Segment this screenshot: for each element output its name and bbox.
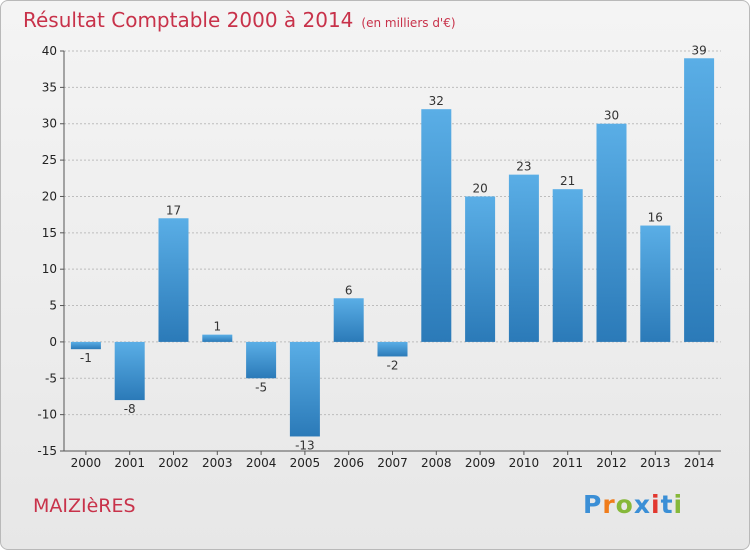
value-label-2000: -1 <box>80 351 92 365</box>
y-tick-label: 25 <box>42 153 57 167</box>
y-tick-label: 35 <box>42 80 57 94</box>
bar-2007 <box>377 341 408 357</box>
value-label-2006: 6 <box>345 283 353 297</box>
y-tick-label: -15 <box>37 444 57 458</box>
y-tick-label: 0 <box>49 335 57 349</box>
x-tick-label: 2013 <box>640 456 671 470</box>
value-label-2004: -5 <box>255 380 267 394</box>
bar-2005 <box>289 341 320 437</box>
value-label-2005: -13 <box>295 438 315 452</box>
logo-letter: P <box>583 490 603 519</box>
logo-letter: i <box>651 490 661 519</box>
y-tick-label: 15 <box>42 226 57 240</box>
bar-2003 <box>202 334 233 342</box>
value-label-2003: 1 <box>213 320 221 334</box>
logo-letter: r <box>602 490 616 519</box>
value-labels: -1 -8 17 1 -5 -13 6 -2 32 20 23 21 30 16 39 <box>80 43 707 452</box>
x-tick-label: 2004 <box>246 456 277 470</box>
logo-letter: o <box>615 490 634 519</box>
bar-2006 <box>333 298 364 342</box>
x-tick-labels: 2000 2001 2002 2003 2004 2005 2006 2007 2008 2009… <box>71 456 715 470</box>
logo-letter: t <box>660 490 674 519</box>
x-tick-label: 2014 <box>684 456 715 470</box>
y-tick-label: 5 <box>49 299 57 313</box>
x-tick-label: 2005 <box>290 456 321 470</box>
x-tick-label: 2003 <box>202 456 233 470</box>
bar-2012 <box>596 123 627 342</box>
y-tick-label: -5 <box>45 371 57 385</box>
chart-subtitle: (en milliers d'€) <box>361 16 456 30</box>
x-tick-label: 2002 <box>158 456 189 470</box>
value-label-2009: 20 <box>472 181 487 195</box>
y-tick-label: 20 <box>42 189 57 203</box>
bar-2008 <box>421 109 452 342</box>
x-tick-label: 2001 <box>114 456 145 470</box>
x-tick-label: 2006 <box>333 456 364 470</box>
x-tick-label: 2007 <box>377 456 408 470</box>
bars <box>70 58 715 437</box>
x-tick-label: 2009 <box>465 456 496 470</box>
value-label-2007: -2 <box>387 358 399 372</box>
bar-2000 <box>70 341 101 350</box>
y-tick-labels: -15 -10 -5 0 5 10 15 20 25 30 35 40 <box>37 44 57 458</box>
bar-2002 <box>158 218 189 342</box>
chart-title: Résultat Comptable 2000 à 2014 <box>23 8 354 32</box>
x-tick-label: 2000 <box>71 456 102 470</box>
value-label-2001: -8 <box>124 402 136 416</box>
value-label-2014: 39 <box>691 43 706 57</box>
chart-title-block: Résultat Comptable 2000 à 2014 (en millie… <box>23 8 456 32</box>
bar-2014 <box>684 58 715 342</box>
commune-name: MAIZIèRES <box>33 495 136 517</box>
value-label-2011: 21 <box>560 174 575 188</box>
x-tick-label: 2011 <box>552 456 583 470</box>
bar-2009 <box>465 196 496 342</box>
bar-2010 <box>508 174 539 342</box>
proxiti-logo: Proxiti <box>583 490 683 519</box>
value-label-2008: 32 <box>429 94 444 108</box>
value-label-2012: 30 <box>604 109 619 123</box>
value-label-2002: 17 <box>166 203 181 217</box>
x-tick-label: 2010 <box>509 456 540 470</box>
value-label-2010: 23 <box>516 160 531 174</box>
y-tick-label: 30 <box>42 117 57 131</box>
bar-2004 <box>246 341 277 379</box>
bar-2001 <box>114 341 145 401</box>
y-tick-label: -10 <box>37 408 57 422</box>
value-label-2013: 16 <box>648 211 663 225</box>
x-tick-label: 2008 <box>421 456 452 470</box>
bar-2013 <box>640 225 671 342</box>
logo-letter: i <box>673 490 684 519</box>
y-tick-label: 40 <box>42 44 57 58</box>
bar-2011 <box>552 189 583 342</box>
logo-letter: x <box>633 490 651 519</box>
axes <box>63 51 721 455</box>
y-tick-label: 10 <box>42 262 57 276</box>
x-tick-label: 2012 <box>596 456 627 470</box>
